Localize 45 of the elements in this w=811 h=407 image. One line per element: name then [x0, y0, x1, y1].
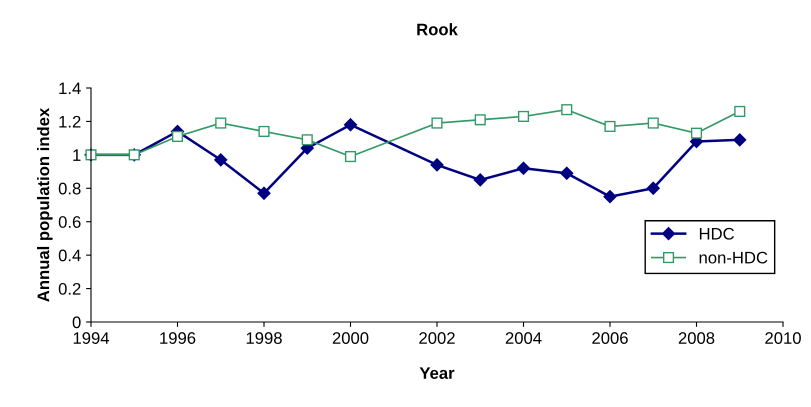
x-tick-label: 1998 [246, 332, 282, 344]
point [344, 118, 358, 132]
x-tick-label: 2010 [765, 332, 801, 344]
point [734, 106, 746, 117]
point [172, 130, 184, 142]
x-tick-label: 1994 [74, 332, 110, 344]
chart-title: Rook [417, 23, 458, 36]
point [257, 186, 271, 200]
y-tick-label: 0 [72, 316, 81, 328]
point [561, 104, 572, 116]
point [690, 128, 702, 139]
point [604, 120, 616, 132]
point [214, 153, 228, 166]
point [474, 114, 486, 126]
y-tick-label: 0.4 [58, 250, 81, 262]
point [518, 110, 530, 122]
point [215, 118, 226, 129]
y-tick-label: 0.6 [58, 216, 81, 228]
x-tick-label: 2002 [419, 332, 455, 344]
x-tick-label: 2004 [506, 332, 542, 344]
y-tick-label: 0.8 [58, 182, 81, 194]
y-axis-title: Annual population index [37, 108, 53, 302]
point [258, 126, 270, 138]
point [430, 158, 444, 172]
y-tick-label: 1.4 [59, 82, 81, 94]
point [646, 182, 660, 195]
point [474, 173, 487, 187]
x-tick-label: 2006 [592, 332, 628, 344]
x-tick-label: 2008 [678, 332, 714, 344]
point [733, 133, 746, 146]
legend-label: HDC [700, 228, 734, 240]
x-axis-title: Year [420, 367, 454, 379]
point [648, 118, 659, 129]
point [560, 166, 574, 180]
x-tick-label: 2000 [332, 332, 368, 344]
point [302, 134, 313, 146]
y-tick-label: 1.2 [59, 116, 80, 128]
legend-label: non-HDC [700, 252, 768, 264]
y-tick-label: 0.2 [58, 282, 80, 295]
point [603, 190, 617, 204]
point [344, 150, 356, 162]
point [516, 162, 530, 175]
x-tick-label: 1996 [160, 332, 196, 344]
y-tick-label: 1 [73, 149, 80, 161]
point [431, 118, 443, 129]
